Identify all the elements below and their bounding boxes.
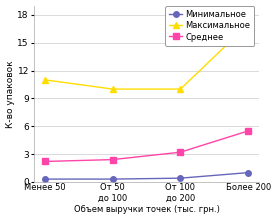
Минимальное bbox=[179, 177, 182, 180]
Среднее bbox=[247, 130, 250, 132]
X-axis label: Объем выручки точек (тыс. грн.): Объем выручки точек (тыс. грн.) bbox=[74, 205, 219, 214]
Максимальное bbox=[111, 88, 114, 90]
Максимальное bbox=[179, 88, 182, 90]
Среднее bbox=[111, 158, 114, 161]
Максимальное bbox=[43, 79, 46, 81]
Максимальное bbox=[247, 23, 250, 26]
Line: Минимальное: Минимальное bbox=[42, 170, 251, 182]
Line: Максимальное: Максимальное bbox=[41, 21, 252, 93]
Минимальное bbox=[111, 178, 114, 180]
Среднее bbox=[179, 151, 182, 154]
Среднее bbox=[43, 160, 46, 163]
Минимальное bbox=[43, 178, 46, 180]
Legend: Минимальное, Максимальное, Среднее: Минимальное, Максимальное, Среднее bbox=[165, 6, 254, 46]
Y-axis label: К-во упаковок: К-во упаковок bbox=[6, 60, 15, 128]
Line: Среднее: Среднее bbox=[42, 128, 251, 164]
Минимальное bbox=[247, 171, 250, 174]
